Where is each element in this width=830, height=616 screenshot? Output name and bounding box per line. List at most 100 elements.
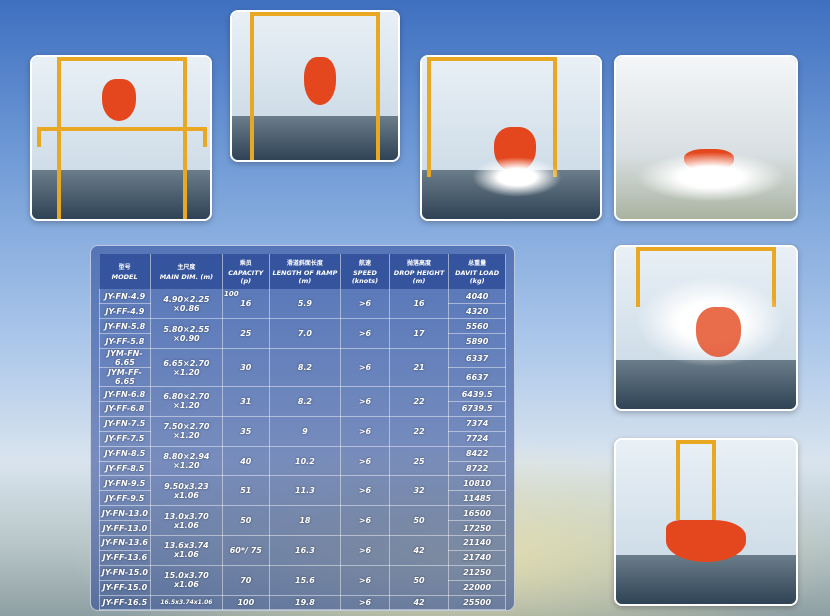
ramp-cell: 11.3	[268, 475, 342, 507]
table-row: JY-FF-7.5 7724	[99, 431, 506, 447]
table-row: JY-FF-15.0 22000	[99, 580, 506, 596]
column-header: 乘员 CAPACITY (p)	[222, 254, 270, 289]
load-cell: 5560	[448, 318, 506, 335]
table-row: JY-FN-4.9 4.90×2.25 ×0.86 100 16 5.9 >6 16 4040	[99, 289, 506, 320]
load-cell: 21740	[448, 550, 506, 566]
dim-cell: 5.80×2.55 ×0.90	[149, 318, 223, 350]
capacity-note: 100	[223, 290, 239, 298]
dim-cell: 7.50×2.70 ×1.20	[149, 416, 223, 447]
header-en: MAIN DIM. (m)	[159, 273, 214, 281]
speed-cell: >6	[340, 446, 390, 477]
ramp-cell: 10.2	[268, 446, 342, 477]
load-cell: 17250	[448, 520, 506, 536]
table-row: JYM-FF-6.65 6637	[99, 367, 506, 388]
load-cell: 5890	[448, 333, 506, 350]
speed-cell: >6	[340, 595, 390, 611]
header-en: CAPACITY (p)	[228, 269, 264, 285]
ramp-cell: 15.6	[268, 565, 342, 596]
header-en: MODEL	[111, 273, 138, 281]
capacity-cell: 40	[221, 446, 270, 477]
speed-cell: >6	[340, 475, 390, 507]
speed-cell: >6	[340, 348, 390, 388]
capacity-cell: 25	[221, 318, 270, 350]
ramp-cell: 9	[268, 416, 342, 447]
load-cell: 6739.5	[448, 401, 506, 417]
capacity-value: 100	[237, 597, 255, 607]
table-row: JY-FN-7.5 7.50×2.70 ×1.20 35 9 >6 22 7374	[99, 416, 506, 447]
load-cell: 21140	[448, 535, 506, 551]
header-zh: 航速	[358, 260, 371, 267]
capacity-cell: 100	[221, 595, 270, 611]
model-cell: JY-FF-9.5	[99, 490, 151, 507]
drop-cell: 50	[388, 505, 450, 536]
ramp-cell: 8.2	[268, 386, 342, 417]
drop-cell: 42	[388, 535, 450, 566]
drop-cell: 17	[388, 318, 450, 350]
load-cell: 4320	[448, 303, 506, 320]
capacity-cell: 50	[221, 505, 270, 536]
model-cell: JY-FN-5.8	[99, 318, 151, 335]
load-cell: 4040	[448, 289, 506, 305]
capacity-value: 50	[240, 516, 252, 526]
header-zh: 主尺度	[177, 264, 196, 271]
load-cell: 11485	[448, 490, 506, 507]
ramp-cell: 5.9	[268, 289, 342, 320]
model-cell: JY-FN-4.9	[99, 289, 151, 305]
column-header: 总重量 DAVIT LOAD (kg)	[448, 254, 506, 289]
specifications-table: 型号 MODEL 主尺度 MAIN DIM. (m) 乘员 CAPACITY (p) 滑道斜…	[90, 245, 515, 611]
dim-cell: 9.50x3.23 x1.06	[149, 475, 223, 507]
table-row: JY-FF-13.0 17250	[99, 520, 506, 536]
header-zh: 抛落高度	[407, 260, 432, 267]
model-cell: JY-FF-13.6	[99, 550, 151, 566]
load-cell: 8422	[448, 446, 506, 462]
speed-cell: >6	[340, 318, 390, 350]
table-row: JY-FN-13.0 13.0x3.70 x1.06 50 18 >6 50 16500	[99, 505, 506, 536]
drop-cell: 16	[388, 289, 450, 320]
header-en: SPEED (knots)	[351, 269, 379, 285]
capacity-cell: 70	[221, 565, 270, 596]
column-header: 型号 MODEL	[99, 254, 151, 289]
drop-cell: 50	[388, 565, 450, 596]
model-cell: JY-FN-13.0	[99, 505, 151, 522]
table-row: JY-FN-6.8 6.80×2.70 ×1.20 31 8.2 >6 22 6439.5	[99, 386, 506, 417]
load-cell: 7724	[448, 431, 506, 447]
dim-cell: 15.0x3.70 x1.06	[149, 565, 223, 596]
ramp-cell: 18	[268, 505, 342, 536]
column-header: 抛落高度 DROP HEIGHT (m)	[389, 254, 450, 289]
drop-cell: 42	[388, 595, 450, 611]
model-cell: JY-FN-15.0	[99, 565, 151, 581]
table-row: JY-FN-9.5 9.50x3.23 x1.06 51 11.3 >6 32 10810	[99, 475, 506, 507]
model-cell: JY-FF-8.5	[99, 461, 151, 477]
capacity-cell: 51	[221, 475, 270, 507]
load-cell: 16500	[448, 505, 506, 522]
model-cell: JY-FF-5.8	[99, 333, 151, 350]
photo-boat-hoisted	[30, 55, 212, 221]
photo-boat-released	[230, 10, 400, 162]
dim-cell: 6.80×2.70 ×1.20	[149, 386, 223, 417]
speed-cell: >6	[340, 416, 390, 447]
dim-cell: 8.80×2.94 ×1.20	[149, 446, 223, 477]
capacity-value: 25	[240, 329, 252, 339]
header-en: DAVIT LOAD (kg)	[455, 269, 500, 285]
table-row: JY-FF-13.6 21740	[99, 550, 506, 566]
dim-cell: 6.65×2.70 ×1.20	[149, 348, 223, 388]
capacity-value: 16	[240, 299, 252, 309]
header-zh: 型号	[118, 264, 131, 271]
header-zh: 滑道斜面长度	[286, 260, 323, 267]
model-cell: JY-FF-16.5	[99, 595, 151, 611]
ramp-cell: 19.8	[268, 595, 342, 611]
drop-cell: 32	[388, 475, 450, 507]
drop-cell: 21	[388, 348, 450, 388]
load-cell: 25500	[448, 595, 506, 611]
header-en: LENGTH OF RAMP (m)	[272, 269, 338, 285]
photo-boat-entering-water	[420, 55, 602, 221]
table-row: JY-FN-13.6 13.6x3.74 x1.06 60*/ 75 16.3 >6 42…	[99, 535, 506, 566]
table-row: JY-FF-6.8 6739.5	[99, 401, 506, 417]
table-row: JY-FF-16.5 16.5x3.74x1.06 100 19.8 >6 42 25500	[99, 595, 506, 611]
model-cell: JY-FN-7.5	[99, 416, 151, 432]
speed-cell: >6	[340, 535, 390, 566]
speed-cell: >6	[340, 505, 390, 536]
table-row: JY-FF-9.5 11485	[99, 490, 506, 507]
model-cell: JYM-FN-6.65	[99, 348, 151, 369]
photo-splash	[614, 55, 798, 221]
